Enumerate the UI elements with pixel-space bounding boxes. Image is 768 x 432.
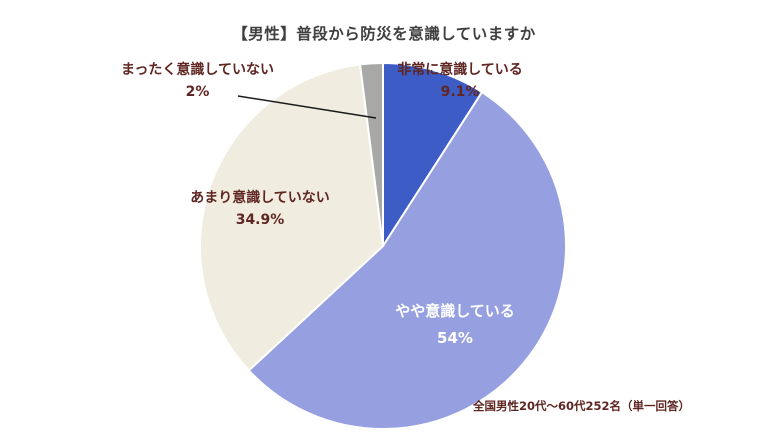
- footer-note: 全国男性20代〜60代252名（単一回答）: [472, 399, 690, 413]
- pie-slice-2: [199, 63, 385, 372]
- pie-slice-0: [382, 61, 484, 250]
- label-not-at-all-text: まったく意識していない: [120, 62, 275, 78]
- label-not-much-text: あまり意識していない: [190, 190, 330, 206]
- label-somewhat: やや意識している 54%: [365, 298, 545, 352]
- page-title: 【男性】普段から防災を意識していますか: [232, 25, 536, 43]
- label-not-at-all: まったく意識していない 2%: [90, 60, 305, 103]
- pie-slice-3: [358, 61, 384, 247]
- label-very-conscious-text: 非常に意識している: [397, 62, 523, 78]
- pie-slice-1: [247, 90, 567, 430]
- label-somewhat-value: 54%: [437, 329, 473, 347]
- label-not-much-value: 34.9%: [235, 211, 285, 228]
- label-not-at-all-value: 2%: [185, 83, 210, 100]
- label-very-conscious: 非常に意識している 9.1%: [355, 60, 565, 103]
- pie-slices: [199, 61, 567, 430]
- label-very-conscious-value: 9.1%: [440, 83, 480, 100]
- leader-line: [237, 95, 377, 119]
- label-somewhat-text: やや意識している: [395, 302, 515, 320]
- label-not-much: あまり意識していない 34.9%: [160, 188, 360, 231]
